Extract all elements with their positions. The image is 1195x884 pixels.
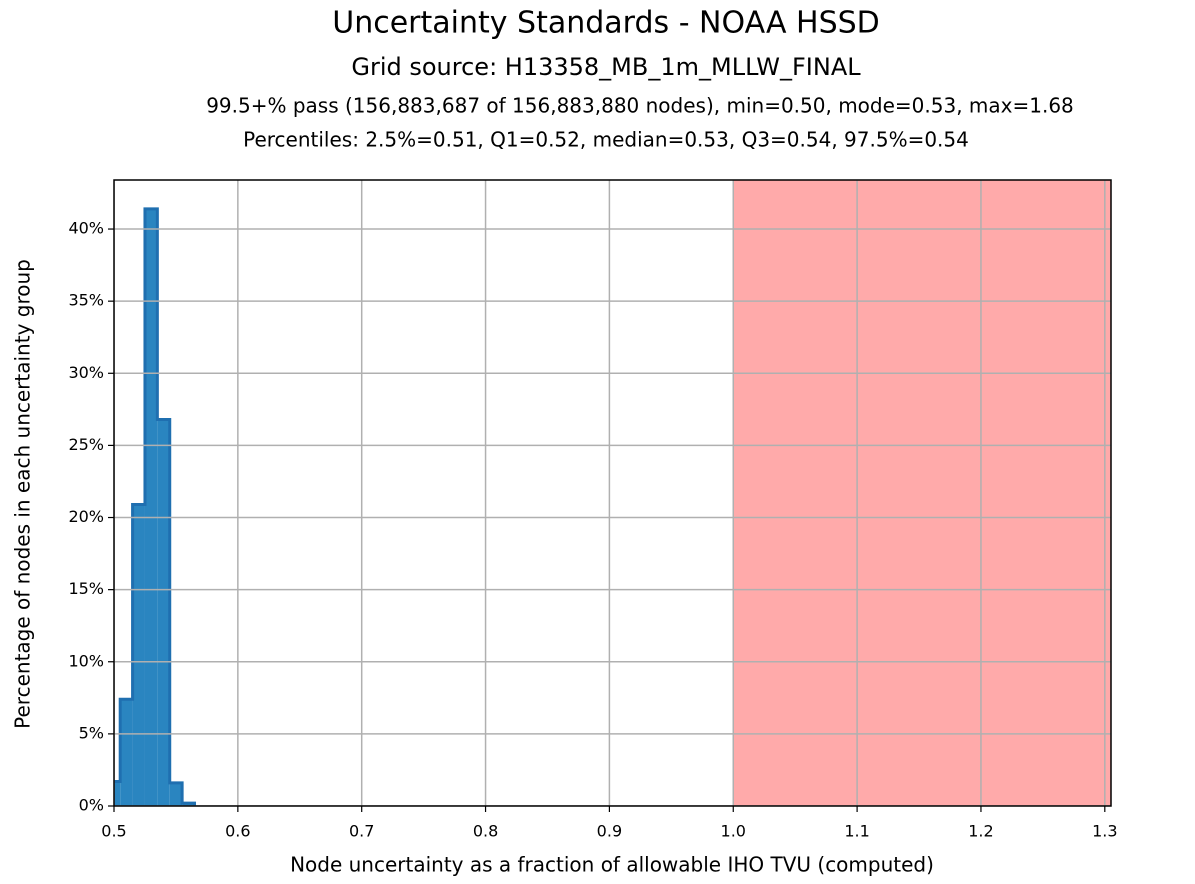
x-tick-label: 1.0 — [721, 822, 746, 841]
x-axis-label: Node uncertainty as a fraction of allowa… — [290, 853, 934, 877]
y-tick-label: 20% — [68, 507, 104, 526]
bar — [120, 699, 133, 806]
bar — [157, 419, 170, 806]
y-tick-label: 15% — [68, 579, 104, 598]
x-tick-label: 0.9 — [597, 822, 622, 841]
x-tick-label: 0.6 — [225, 822, 250, 841]
x-tick-label: 0.8 — [473, 822, 498, 841]
chart-title: Uncertainty Standards - NOAA HSSD — [332, 6, 880, 41]
y-tick-label: 0% — [79, 796, 104, 815]
x-tick-label: 1.2 — [968, 822, 993, 841]
y-tick-label: 5% — [79, 723, 104, 742]
plot-area — [114, 180, 1111, 806]
y-tick-label: 25% — [68, 435, 104, 454]
y-tick-label: 10% — [68, 651, 104, 670]
plot-frame — [113, 179, 1112, 807]
x-tick-label: 0.5 — [101, 822, 126, 841]
summary: 99.5+% pass (156,883,687 of 156,883,880 … — [206, 94, 1074, 118]
fail-region — [733, 180, 1111, 806]
bar — [144, 208, 158, 806]
percentiles: Percentiles: 2.5%=0.51, Q1=0.52, median=… — [243, 128, 969, 152]
bar — [169, 782, 183, 806]
chart-subtitle: Grid source: H13358_MB_1m_MLLW_FINAL — [351, 53, 861, 81]
bar — [114, 781, 121, 806]
x-tick-label: 0.7 — [349, 822, 374, 841]
bar — [132, 504, 145, 806]
bar-outline — [114, 207, 197, 806]
y-axis-label: Percentage of nodes in each uncertainty … — [11, 259, 35, 729]
x-tick-label: 1.1 — [844, 822, 869, 841]
y-tick-label: 30% — [68, 363, 104, 382]
y-tick-label: 40% — [68, 219, 104, 238]
x-tick-label: 1.3 — [1092, 822, 1117, 841]
y-tick-label: 35% — [68, 291, 104, 310]
